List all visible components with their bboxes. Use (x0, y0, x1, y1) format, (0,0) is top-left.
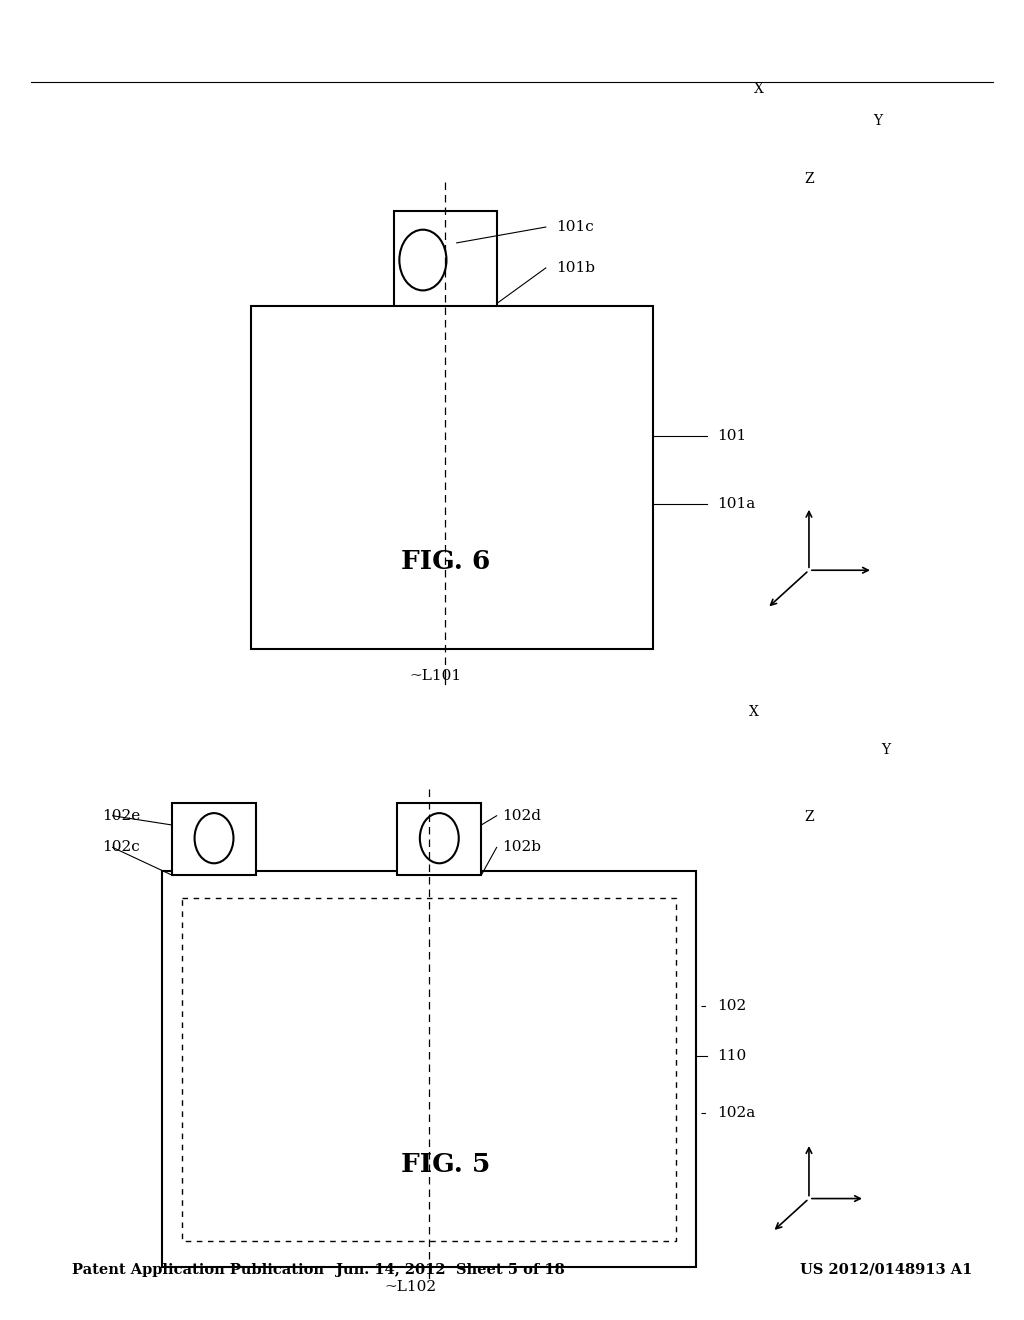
Text: Y: Y (881, 743, 890, 756)
Text: ~L101: ~L101 (410, 669, 462, 682)
Bar (397, 803, 481, 875)
Bar (182, 898, 676, 1241)
Text: Z: Z (804, 809, 814, 824)
Bar (251, 306, 653, 649)
Text: Jun. 14, 2012  Sheet 5 of 18: Jun. 14, 2012 Sheet 5 of 18 (336, 1263, 565, 1276)
Bar (394, 211, 497, 310)
Text: 101: 101 (717, 429, 746, 442)
Text: 102d: 102d (502, 809, 541, 822)
Text: Y: Y (873, 115, 883, 128)
Text: X: X (755, 82, 764, 95)
Text: US 2012/0148913 A1: US 2012/0148913 A1 (801, 1263, 973, 1276)
Text: 110: 110 (717, 1049, 746, 1063)
Text: 101b: 101b (556, 261, 595, 275)
Text: 102c: 102c (102, 841, 140, 854)
Text: FIG. 6: FIG. 6 (400, 549, 490, 573)
Text: FIG. 5: FIG. 5 (400, 1152, 490, 1176)
Text: Z: Z (804, 172, 814, 186)
Text: Patent Application Publication: Patent Application Publication (72, 1263, 324, 1276)
Text: X: X (750, 705, 759, 719)
Bar (162, 871, 696, 1267)
Text: 102b: 102b (502, 841, 541, 854)
Text: 101a: 101a (717, 498, 755, 511)
Bar (172, 803, 256, 875)
Text: ~L102: ~L102 (384, 1280, 436, 1294)
Text: 101c: 101c (556, 220, 594, 234)
Text: 102: 102 (717, 999, 746, 1012)
Text: 102e: 102e (102, 809, 140, 822)
Text: 102a: 102a (717, 1106, 755, 1119)
